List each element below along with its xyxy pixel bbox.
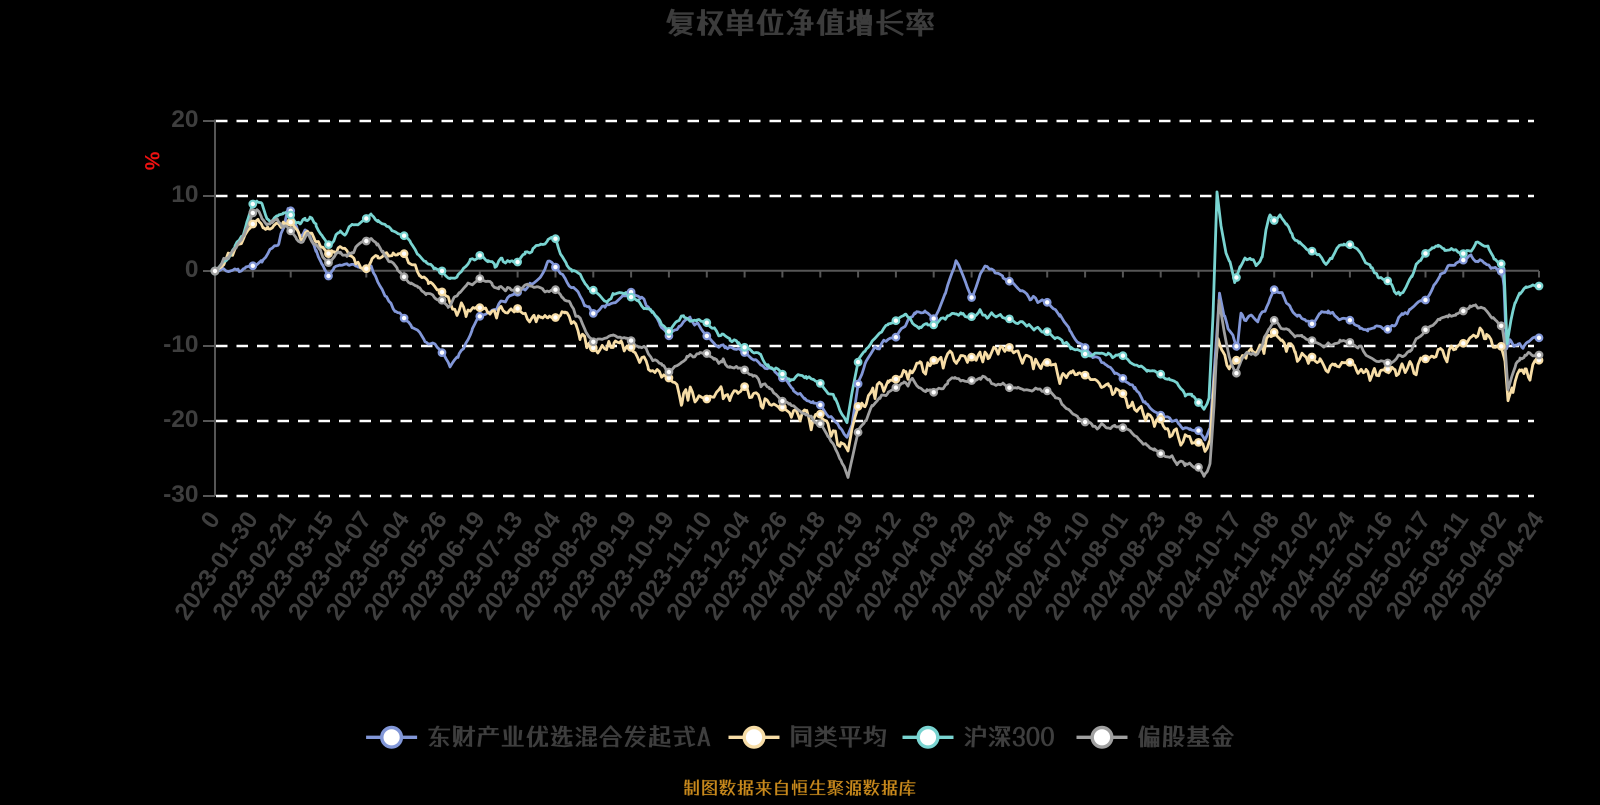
svg-text:20: 20 — [171, 106, 198, 133]
svg-text:%: % — [140, 152, 163, 171]
svg-text:-20: -20 — [163, 406, 198, 433]
svg-text:0: 0 — [185, 256, 199, 283]
svg-text:10: 10 — [171, 181, 198, 208]
svg-text:-10: -10 — [163, 331, 198, 358]
svg-text:-30: -30 — [163, 481, 198, 508]
